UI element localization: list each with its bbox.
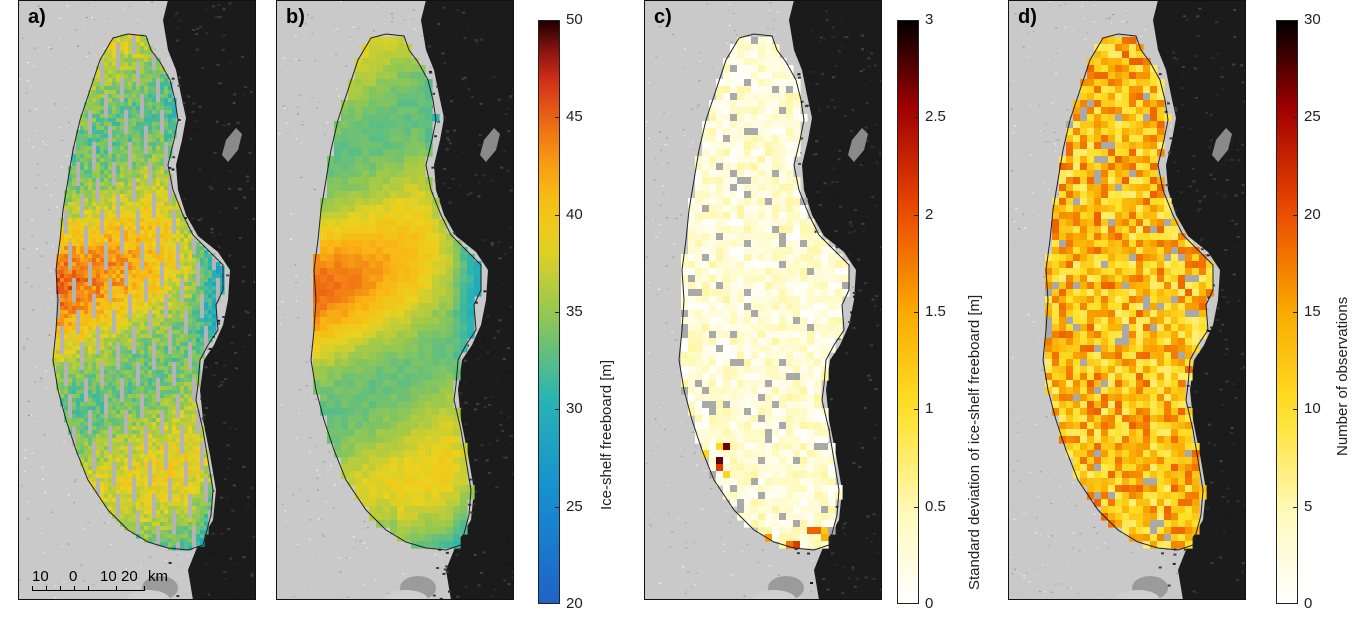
colorbar-count-title: Number of observations <box>1334 296 1351 456</box>
map-a-svg <box>18 0 256 600</box>
colorbar-tick-label: 50 <box>566 11 583 28</box>
colorbar-tick-label: 25 <box>566 497 583 515</box>
scalebar-tick <box>116 586 117 591</box>
colorbar-tick-label: 0 <box>1304 595 1313 612</box>
colorbar-tick-mark <box>1293 506 1298 508</box>
scalebar-tick <box>144 586 145 591</box>
map-panel-d: d) <box>1008 0 1246 600</box>
colorbar-tick-label: 10 <box>1304 400 1321 418</box>
colorbar-tick-mark <box>914 117 919 119</box>
colorbar-tick-label: 0 <box>925 595 934 612</box>
colorbar-tick-mark <box>1293 409 1298 411</box>
map-panel-a: a) 10 0 10 20 km <box>18 0 256 600</box>
colorbar-tick-label: 1 <box>925 400 934 418</box>
panel-label-d: d) <box>1018 6 1037 28</box>
scalebar-label-10-left: 10 <box>32 568 49 585</box>
map-d-svg <box>1008 0 1246 600</box>
colorbar-tick-mark <box>914 409 919 411</box>
colorbar-tick-mark <box>555 214 560 216</box>
colorbar-tick-mark <box>914 506 919 508</box>
colorbar-tick-mark <box>555 409 560 411</box>
colorbar-tick-mark <box>555 506 560 508</box>
panel-label-c: c) <box>654 6 672 28</box>
colorbar-tick-mark <box>914 312 919 313</box>
colorbar-tick-label: 15 <box>1304 303 1321 320</box>
map-panel-c: c) <box>644 0 882 600</box>
colorbar-tick-label: 5 <box>1304 497 1313 515</box>
colorbar-tick-label: 45 <box>566 108 583 126</box>
colorbar-tick-label: 0.5 <box>925 497 946 515</box>
colorbar-tick-mark <box>555 20 560 21</box>
scalebar-tick <box>32 586 33 591</box>
colorbar-tick-mark <box>555 603 560 604</box>
colorbar-tick-label: 2 <box>925 205 934 223</box>
panel-label-a: a) <box>28 6 46 28</box>
colorbar-tick-label: 20 <box>1304 205 1321 223</box>
colorbar-tick-mark <box>555 117 560 119</box>
map-c-svg <box>644 0 882 600</box>
scalebar-label-10: 10 <box>100 568 117 585</box>
colorbar-tick-mark <box>1293 20 1298 21</box>
colorbar-tick-label: 30 <box>1304 11 1321 28</box>
colorbar-tick-mark <box>1293 312 1298 313</box>
colorbar-freeboard-title: Ice-shelf freeboard [m] <box>598 359 615 510</box>
colorbar-std-title: Standard deviation of ice-shelf freeboar… <box>966 294 983 590</box>
scalebar-label-20: 20 <box>121 568 138 585</box>
scalebar-tick <box>88 586 89 591</box>
colorbar-tick-label: 35 <box>566 303 583 320</box>
colorbar-tick-mark <box>1293 603 1298 604</box>
colorbar-tick-mark <box>555 312 560 313</box>
scalebar-tick <box>60 586 61 591</box>
colorbar-tick-label: 3 <box>925 11 934 28</box>
colorbar-tick-label: 1.5 <box>925 303 946 320</box>
colorbar-tick-mark <box>1293 117 1298 119</box>
colorbar-tick-label: 30 <box>566 400 583 418</box>
colorbar-tick-label: 25 <box>1304 108 1321 126</box>
colorbar-tick-mark <box>914 603 919 604</box>
colorbar-tick-mark <box>914 20 919 21</box>
colorbar-tick-label: 20 <box>566 595 583 612</box>
scale-bar: 10 0 10 20 km <box>32 568 192 598</box>
colorbar-tick-mark <box>1293 214 1298 216</box>
colorbar-tick-mark <box>914 214 919 216</box>
colorbar-tick-label: 40 <box>566 205 583 223</box>
scalebar-label-km: km <box>148 568 168 585</box>
scalebar-tick <box>46 586 47 591</box>
colorbar-tick-label: 2.5 <box>925 108 946 126</box>
map-panel-b: b) <box>276 0 514 600</box>
scalebar-tick <box>74 586 75 591</box>
scalebar-label-0: 0 <box>69 568 78 585</box>
map-b-svg <box>276 0 514 600</box>
panel-label-b: b) <box>286 6 305 28</box>
